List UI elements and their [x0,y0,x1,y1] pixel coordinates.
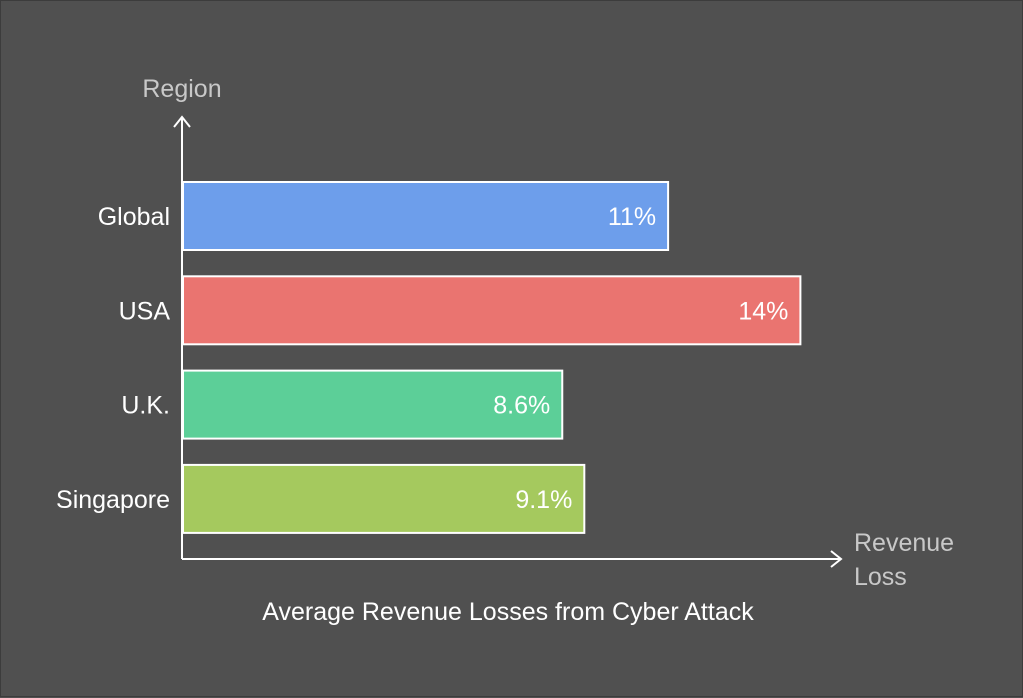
bar [182,369,564,440]
bar-group-u-k: U.K. 8.6% [121,369,564,440]
bar-group-usa: USA 14% [119,275,802,346]
y-axis-arrowhead [173,115,191,128]
x-axis-arrowhead [830,550,843,568]
y-axis-title: Region [142,75,221,103]
bar [182,181,670,251]
category-label: Global [98,203,170,231]
category-label: Singapore [56,486,170,514]
bar [182,275,802,346]
value-label: 8.6% [493,392,550,420]
value-label: 11% [608,203,656,231]
bar-group-singapore: Singapore 9.1% [56,463,586,534]
category-label: U.K. [121,392,170,420]
category-label: USA [119,297,171,325]
x-axis-title-line-2: Loss [854,563,907,591]
value-label: 9.1% [515,486,572,514]
bar [182,463,586,534]
chart-caption: Average Revenue Losses from Cyber Attack [262,598,754,626]
bar-group-global: Global 11% [98,181,670,251]
x-axis-title-line-1: Revenue [854,529,954,557]
value-label: 14% [738,297,788,325]
